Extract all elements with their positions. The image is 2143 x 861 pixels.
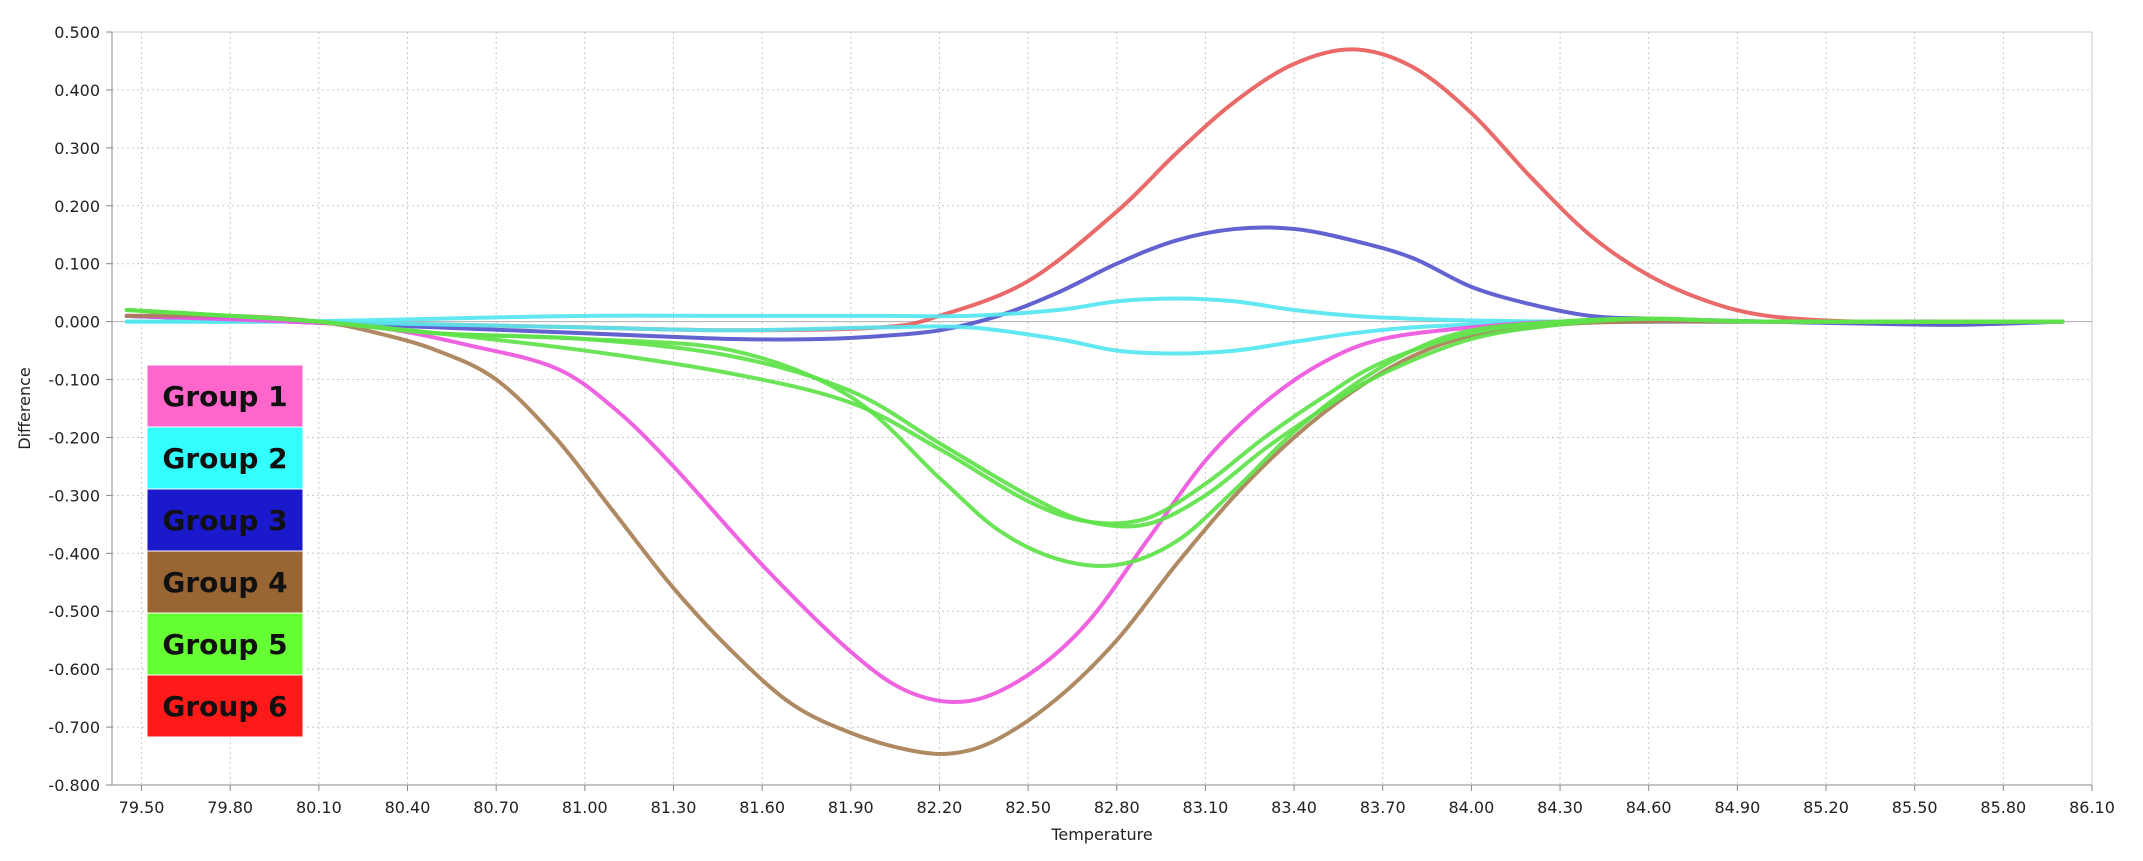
y-tick-label: 0.100 [54, 255, 100, 274]
x-tick-label: 83.40 [1271, 798, 1317, 817]
x-tick-label: 82.50 [1005, 798, 1051, 817]
x-tick-label: 82.80 [1094, 798, 1140, 817]
y-tick-label: -0.700 [48, 718, 100, 737]
x-tick-label: 85.80 [1980, 798, 2026, 817]
y-tick-label: -0.100 [48, 371, 100, 390]
x-tick-label: 85.50 [1892, 798, 1938, 817]
x-tick-label: 84.30 [1537, 798, 1583, 817]
y-tick-label: -0.200 [48, 428, 100, 447]
x-tick-label: 79.50 [119, 798, 165, 817]
x-tick-label: 80.10 [296, 798, 342, 817]
plot-area [111, 31, 2093, 786]
y-axis-title: Difference [15, 367, 34, 449]
legend: Group 1 Group 2 Group 3 Group 4 Group 5 Group… [146, 364, 304, 738]
legend-label-group-5: Group 5 [162, 628, 287, 661]
x-tick-label: 80.40 [385, 798, 431, 817]
legend-swatch-group-1 [146, 364, 304, 428]
x-tick-label: 84.60 [1626, 798, 1672, 817]
x-tick-label: 85.20 [1803, 798, 1849, 817]
y-tick-label: -0.600 [48, 660, 100, 679]
y-tick-label: 0.500 [54, 23, 100, 42]
series-layer [124, 47, 2065, 756]
legend-swatch-group-4 [146, 550, 304, 614]
x-tick-label: 81.30 [651, 798, 697, 817]
y-tick-label: -0.500 [48, 602, 100, 621]
x-tick-label: 81.90 [828, 798, 874, 817]
x-tick-label: 84.00 [1448, 798, 1494, 817]
legend-label-group-6: Group 6 [162, 690, 287, 723]
legend-label-group-1: Group 1 [162, 380, 287, 413]
axis-layer: 79.50 79.80 80.10 80.40 80.70 81.00 81.30 81.60… [48, 23, 2114, 817]
y-tick-label: 0.000 [54, 313, 100, 332]
y-tick-label: 0.200 [54, 197, 100, 216]
x-tick-label: 81.60 [739, 798, 785, 817]
x-tick-label: 83.10 [1183, 798, 1229, 817]
x-tick-label: 79.80 [207, 798, 253, 817]
legend-swatch-group-6 [146, 674, 304, 738]
x-tick-label: 80.70 [473, 798, 519, 817]
x-tick-label: 82.20 [917, 798, 963, 817]
y-tick-label: -0.300 [48, 486, 100, 505]
y-tick-label: -0.800 [48, 776, 100, 795]
x-tick-label: 86.10 [2069, 798, 2115, 817]
legend-swatch-group-3 [146, 488, 304, 552]
grid-layer [111, 31, 2093, 786]
x-axis-title: Temperature [1050, 825, 1152, 844]
x-tick-label: 81.00 [562, 798, 608, 817]
y-tick-label: 0.300 [54, 139, 100, 158]
legend-label-group-2: Group 2 [162, 442, 287, 475]
y-tick-label: 0.400 [54, 81, 100, 100]
x-tick-label: 84.90 [1714, 798, 1760, 817]
y-tick-label: -0.400 [48, 544, 100, 563]
legend-label-group-4: Group 4 [162, 566, 287, 599]
series-line-group-5 [124, 308, 2065, 529]
legend-label-group-3: Group 3 [162, 504, 287, 537]
x-tick-label: 83.70 [1360, 798, 1406, 817]
